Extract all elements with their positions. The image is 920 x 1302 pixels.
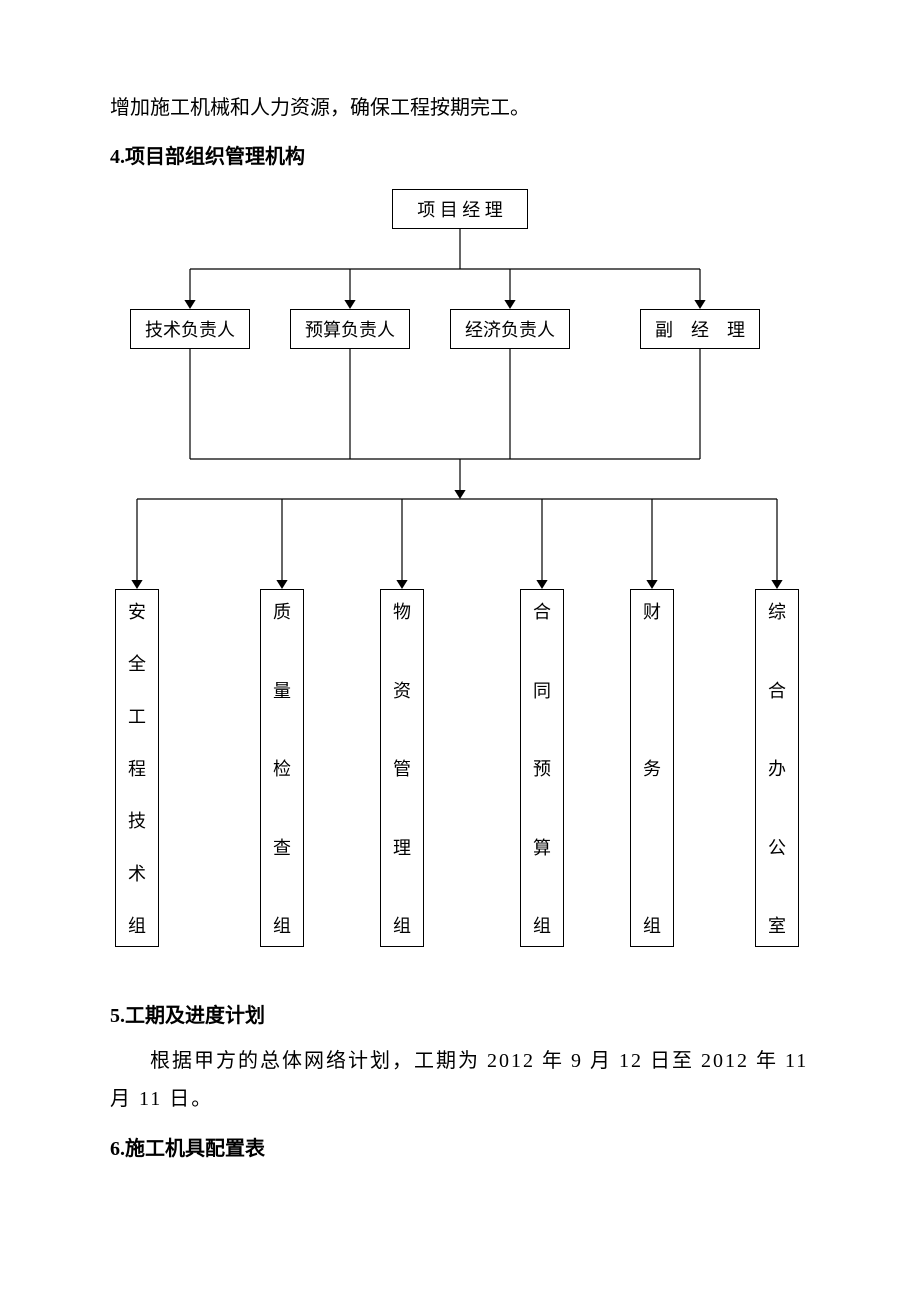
node-bot-5: 综合办公室 — [755, 589, 799, 947]
node-bot-0: 安全工程技术组 — [115, 589, 159, 947]
intro-line: 增加施工机械和人力资源，确保工程按期完工。 — [110, 90, 810, 126]
node-bot-2: 物资管理组 — [380, 589, 424, 947]
org-chart: 项 目 经 理技术负责人预算负责人经济负责人 副 经 理安全工程技术组 质量检查组 物… — [110, 189, 810, 959]
heading-6: 6.施工机具配置表 — [110, 1132, 810, 1161]
org-chart-lines — [110, 189, 810, 959]
node-mid-0: 技术负责人 — [130, 309, 250, 349]
heading-5: 5.工期及进度计划 — [110, 999, 810, 1028]
node-bot-1: 质量检查组 — [260, 589, 304, 947]
node-mid-2: 经济负责人 — [450, 309, 570, 349]
node-mid-3: 副 经 理 — [640, 309, 760, 349]
heading-4: 4.项目部组织管理机构 — [110, 140, 810, 169]
node-bot-3: 合同预算组 — [520, 589, 564, 947]
node-project-manager: 项 目 经 理 — [392, 189, 528, 229]
node-bot-4: 财务组 — [630, 589, 674, 947]
para-5: 根据甲方的总体网络计划，工期为 2012 年 9 月 12 日至 2012 年 … — [110, 1042, 810, 1118]
node-mid-1: 预算负责人 — [290, 309, 410, 349]
